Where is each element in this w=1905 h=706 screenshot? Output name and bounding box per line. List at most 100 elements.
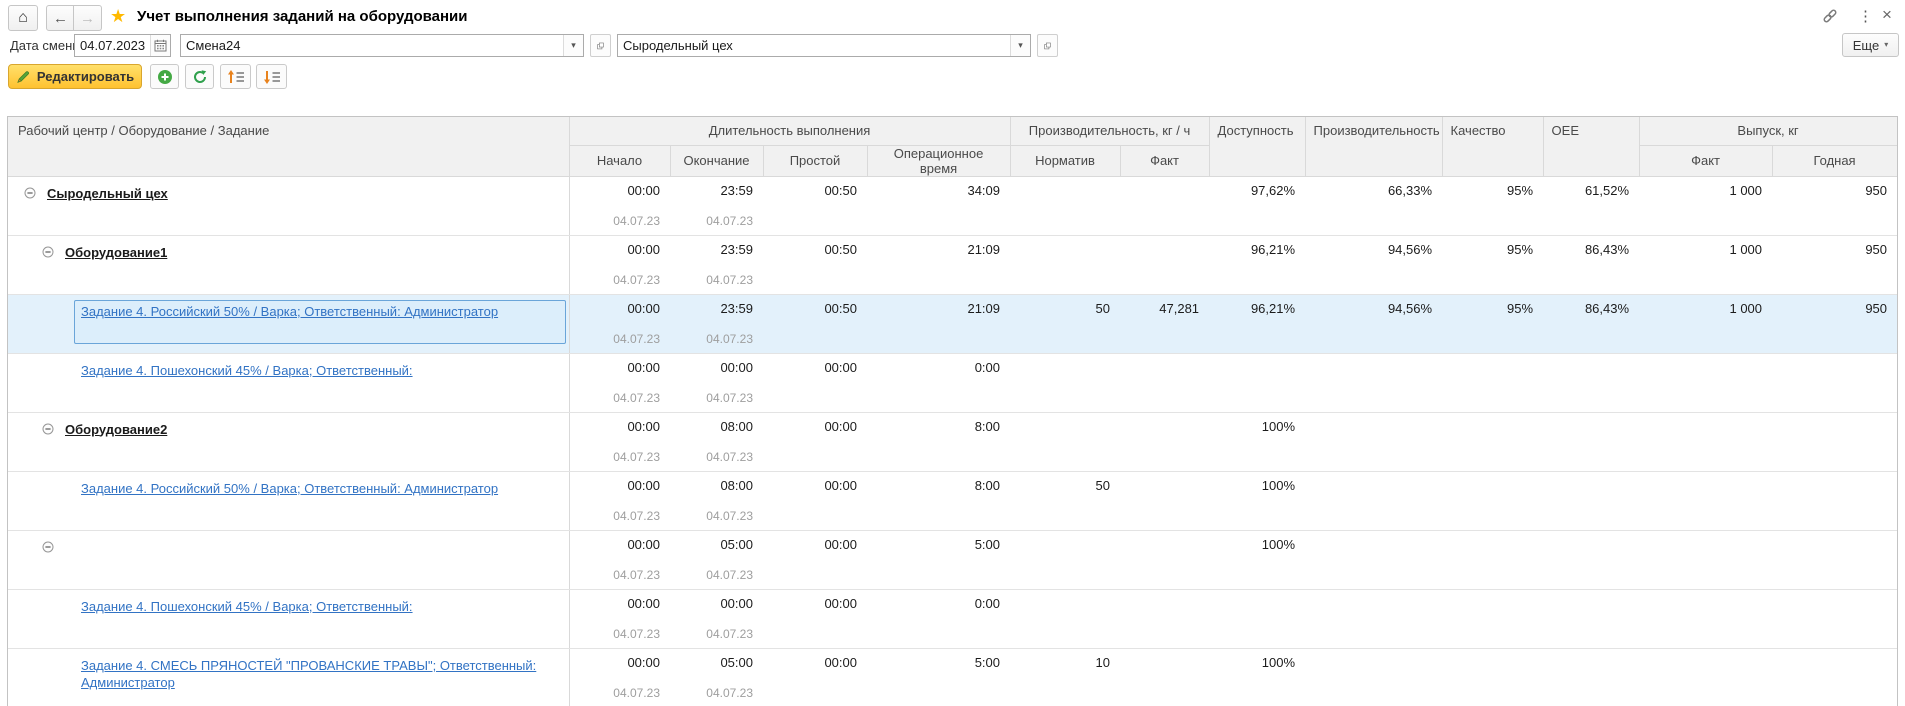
- department-dropdown-button[interactable]: ▾: [1010, 35, 1030, 56]
- fact-cell[interactable]: [1120, 176, 1210, 236]
- table-row[interactable]: Задание 4. Пошехонский 45% / Варка; Отве…: [8, 353, 1897, 413]
- row-link[interactable]: Оборудование1: [65, 244, 168, 260]
- collapse-icon[interactable]: [42, 245, 54, 257]
- performance-cell[interactable]: 94,56%: [1305, 294, 1443, 354]
- optime-cell[interactable]: 5:00: [867, 648, 1011, 706]
- table-row[interactable]: Задание 4. Российский 50% / Варка; Ответ…: [8, 471, 1897, 531]
- idle-cell[interactable]: 00:00: [763, 353, 867, 413]
- oee-cell[interactable]: [1543, 648, 1640, 706]
- output-good-cell[interactable]: [1772, 589, 1897, 649]
- performance-cell[interactable]: [1305, 471, 1443, 531]
- optime-cell[interactable]: 0:00: [867, 353, 1011, 413]
- norm-cell[interactable]: [1010, 235, 1121, 295]
- availability-cell[interactable]: [1209, 589, 1306, 649]
- optime-cell[interactable]: 8:00: [867, 471, 1011, 531]
- optime-cell[interactable]: 21:09: [867, 235, 1011, 295]
- end-cell[interactable]: 08:00 04.07.23: [670, 471, 763, 531]
- table-row[interactable]: Сыродельный цех 00:00 04.07.23 23:59 04.07…: [8, 176, 1897, 236]
- start-cell[interactable]: 00:00 04.07.23: [569, 235, 670, 295]
- fact-cell[interactable]: [1120, 235, 1210, 295]
- start-cell[interactable]: 00:00 04.07.23: [569, 471, 670, 531]
- close-icon[interactable]: ×: [1882, 5, 1892, 24]
- idle-cell[interactable]: 00:50: [763, 176, 867, 236]
- idle-cell[interactable]: 00:50: [763, 294, 867, 354]
- window-menu-icon[interactable]: ⋮: [1858, 8, 1873, 25]
- name-cell[interactable]: [8, 530, 570, 590]
- name-cell[interactable]: Задание 4. Российский 50% / Варка; Ответ…: [8, 471, 570, 531]
- quality-cell[interactable]: 95%: [1442, 235, 1544, 295]
- quality-cell[interactable]: [1442, 589, 1544, 649]
- idle-cell[interactable]: 00:00: [763, 412, 867, 472]
- end-cell[interactable]: 05:00 04.07.23: [670, 530, 763, 590]
- name-cell[interactable]: Задание 4. Российский 50% / Варка; Ответ…: [8, 294, 570, 354]
- start-cell[interactable]: 00:00 04.07.23: [569, 412, 670, 472]
- availability-cell[interactable]: 97,62%: [1209, 176, 1306, 236]
- fact-cell[interactable]: [1120, 648, 1210, 706]
- fact-cell[interactable]: [1120, 412, 1210, 472]
- table-row[interactable]: 00:00 04.07.23 05:00 04.07.23 00:00 5:00 1…: [8, 530, 1897, 590]
- quality-cell[interactable]: 95%: [1442, 176, 1544, 236]
- norm-cell[interactable]: 50: [1010, 471, 1121, 531]
- output-good-cell[interactable]: [1772, 412, 1897, 472]
- output-fact-cell[interactable]: 1 000: [1639, 176, 1773, 236]
- quality-cell[interactable]: [1442, 530, 1544, 590]
- move-up-button[interactable]: [220, 64, 251, 89]
- output-good-cell[interactable]: [1772, 353, 1897, 413]
- quality-cell[interactable]: 95%: [1442, 294, 1544, 354]
- availability-cell[interactable]: 96,21%: [1209, 235, 1306, 295]
- availability-cell[interactable]: 100%: [1209, 412, 1306, 472]
- idle-cell[interactable]: 00:00: [763, 589, 867, 649]
- name-cell[interactable]: Оборудование1: [8, 235, 570, 295]
- availability-cell[interactable]: 100%: [1209, 471, 1306, 531]
- oee-cell[interactable]: 61,52%: [1543, 176, 1640, 236]
- table-row[interactable]: Задание 4. СМЕСЬ ПРЯНОСТЕЙ "ПРОВАНСКИЕ Т…: [8, 648, 1897, 706]
- table-row[interactable]: Задание 4. Российский 50% / Варка; Ответ…: [8, 294, 1897, 354]
- performance-cell[interactable]: [1305, 589, 1443, 649]
- oee-cell[interactable]: [1543, 353, 1640, 413]
- end-cell[interactable]: 08:00 04.07.23: [670, 412, 763, 472]
- row-link[interactable]: Задание 4. СМЕСЬ ПРЯНОСТЕЙ "ПРОВАНСКИЕ Т…: [81, 657, 537, 690]
- norm-cell[interactable]: [1010, 530, 1121, 590]
- department-open-button[interactable]: [1037, 34, 1058, 57]
- fact-cell[interactable]: 47,281: [1120, 294, 1210, 354]
- end-cell[interactable]: 23:59 04.07.23: [670, 176, 763, 236]
- norm-cell[interactable]: [1010, 176, 1121, 236]
- name-cell[interactable]: Задание 4. Пошехонский 45% / Варка; Отве…: [8, 589, 570, 649]
- end-cell[interactable]: 00:00 04.07.23: [670, 353, 763, 413]
- performance-cell[interactable]: 66,33%: [1305, 176, 1443, 236]
- output-fact-cell[interactable]: [1639, 412, 1773, 472]
- norm-cell[interactable]: [1010, 589, 1121, 649]
- idle-cell[interactable]: 00:00: [763, 530, 867, 590]
- optime-cell[interactable]: 0:00: [867, 589, 1011, 649]
- output-good-cell[interactable]: 950: [1772, 294, 1897, 354]
- edit-button[interactable]: Редактировать: [8, 64, 142, 89]
- collapse-icon[interactable]: [42, 540, 54, 552]
- favorite-star-icon[interactable]: ★: [110, 6, 127, 26]
- performance-cell[interactable]: [1305, 412, 1443, 472]
- department-input[interactable]: [618, 35, 1010, 56]
- home-button[interactable]: ⌂: [8, 5, 38, 31]
- fact-cell[interactable]: [1120, 353, 1210, 413]
- oee-cell[interactable]: [1543, 412, 1640, 472]
- availability-cell[interactable]: 100%: [1209, 648, 1306, 706]
- more-button[interactable]: Еще ▾: [1842, 33, 1899, 57]
- idle-cell[interactable]: 00:50: [763, 235, 867, 295]
- move-down-button[interactable]: [256, 64, 287, 89]
- shift-open-button[interactable]: [590, 34, 611, 57]
- optime-cell[interactable]: 34:09: [867, 176, 1011, 236]
- availability-cell[interactable]: 100%: [1209, 530, 1306, 590]
- name-cell[interactable]: Сыродельный цех: [8, 176, 570, 236]
- table-row[interactable]: Оборудование1 00:00 04.07.23 23:59 04.07.2…: [8, 235, 1897, 295]
- optime-cell[interactable]: 21:09: [867, 294, 1011, 354]
- idle-cell[interactable]: 00:00: [763, 648, 867, 706]
- output-fact-cell[interactable]: 1 000: [1639, 235, 1773, 295]
- table-row[interactable]: Оборудование2 00:00 04.07.23 08:00 04.07.2…: [8, 412, 1897, 472]
- optime-cell[interactable]: 8:00: [867, 412, 1011, 472]
- performance-cell[interactable]: [1305, 530, 1443, 590]
- output-good-cell[interactable]: [1772, 648, 1897, 706]
- oee-cell[interactable]: 86,43%: [1543, 294, 1640, 354]
- norm-cell[interactable]: [1010, 412, 1121, 472]
- oee-cell[interactable]: 86,43%: [1543, 235, 1640, 295]
- norm-cell[interactable]: [1010, 353, 1121, 413]
- end-cell[interactable]: 05:00 04.07.23: [670, 648, 763, 706]
